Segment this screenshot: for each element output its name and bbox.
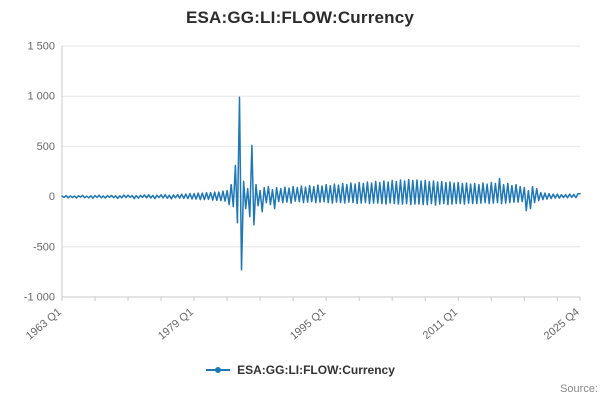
y-tick-label: 1 000: [27, 91, 55, 103]
legend-label: ESA:GG:LI:FLOW:Currency: [237, 363, 395, 377]
legend-marker-icon: [206, 367, 231, 373]
series-line: [61, 96, 581, 271]
x-tick-label: 2011 Q1: [421, 306, 460, 342]
chart-title: ESA:GG:LI:FLOW:Currency: [185, 8, 415, 27]
legend-item[interactable]: ESA:GG:LI:FLOW:Currency: [0, 363, 600, 377]
x-tick-label: 1963 Q1: [24, 306, 64, 342]
chart-canvas: -1 000 -500 0 500 1 000 1 500 1963 Q1 1979 Q1 19…: [24, 41, 582, 343]
y-tick-label: 1 500: [27, 41, 55, 53]
x-tick-label: 1995 Q1: [288, 306, 328, 342]
y-tick-label: -1 000: [24, 292, 55, 304]
source-label: Source:: [560, 383, 598, 395]
y-tick-label: 500: [37, 141, 55, 153]
y-tick-label: 0: [49, 191, 55, 203]
y-tick-label: -500: [33, 241, 55, 253]
x-tick-label: 1979 Q1: [156, 306, 196, 342]
x-tick-label: 2025 Q4: [542, 306, 582, 342]
